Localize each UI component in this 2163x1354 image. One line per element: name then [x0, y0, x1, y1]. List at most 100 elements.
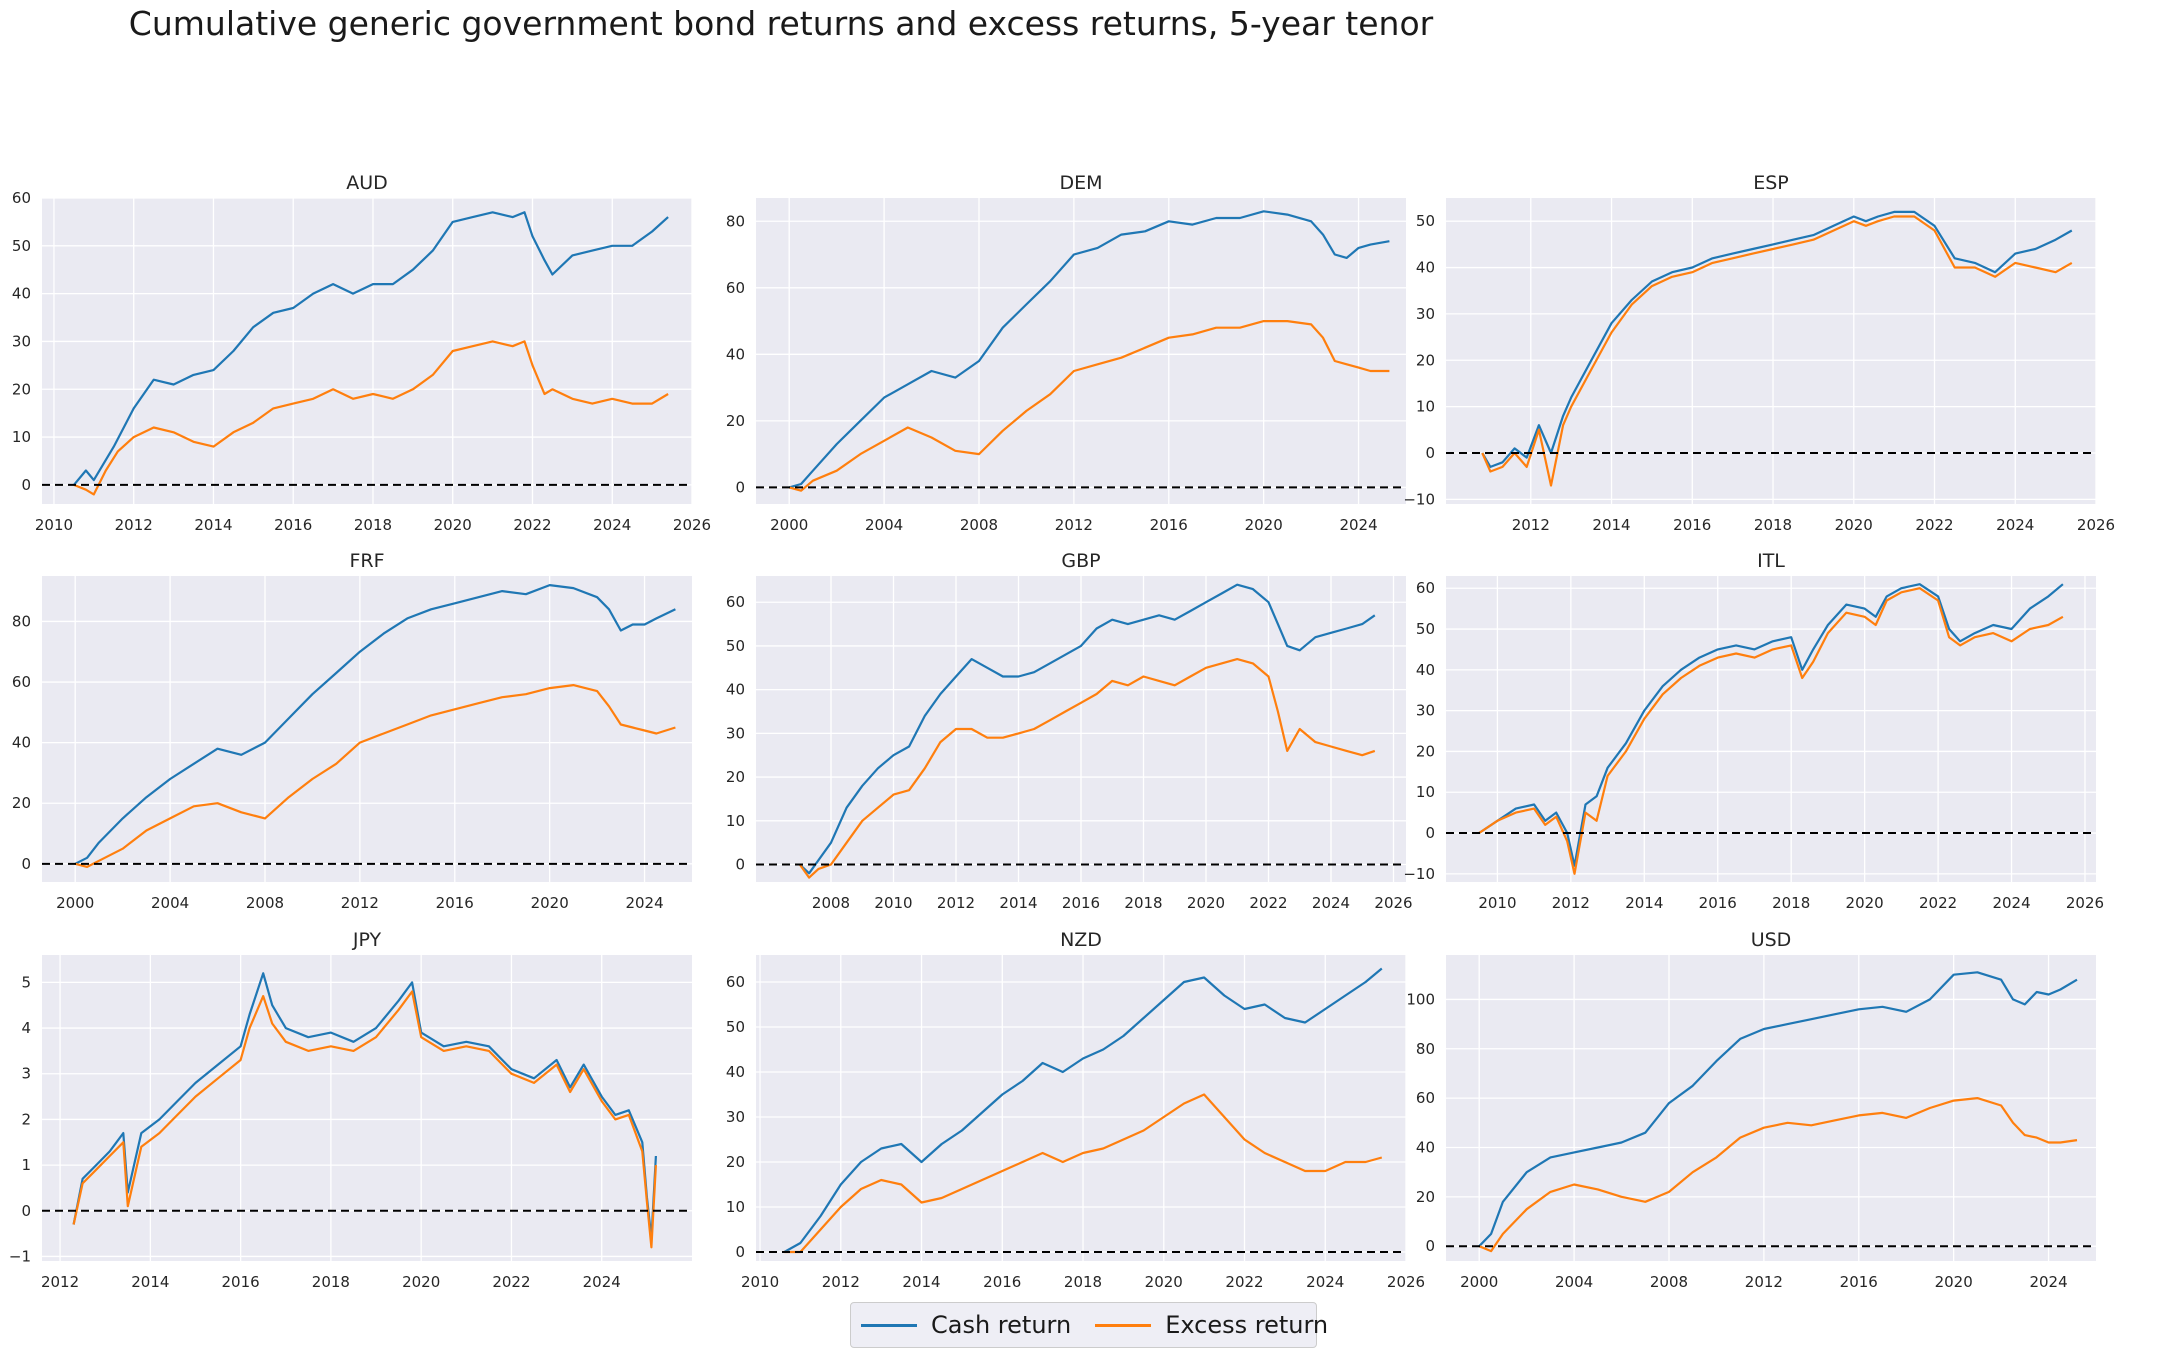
- x-tick-label: 2014: [902, 1273, 940, 1291]
- y-tick-label: 0: [1425, 1237, 1435, 1255]
- y-tick-label: 20: [726, 1153, 745, 1171]
- y-tick-label: 30: [1416, 305, 1435, 323]
- x-tick-label: 2010: [874, 894, 912, 912]
- y-tick-label: 10: [1416, 783, 1435, 801]
- y-tick-label: 20: [726, 768, 745, 786]
- x-tick-label: 2020: [1245, 516, 1283, 534]
- y-tick-label: 30: [726, 724, 745, 742]
- x-tick-label: 2012: [1512, 516, 1550, 534]
- x-tick-label: 2024: [1339, 516, 1377, 534]
- panel-title: GBP: [1061, 550, 1100, 572]
- legend-swatch-excess: [1095, 1323, 1152, 1327]
- x-tick-label: 2012: [341, 894, 379, 912]
- y-tick-label: 1: [21, 1156, 31, 1174]
- x-tick-label: 2020: [1145, 1273, 1183, 1291]
- x-tick-label: 2024: [1312, 894, 1350, 912]
- x-tick-label: 2022: [513, 516, 551, 534]
- y-tick-label: 30: [12, 332, 31, 350]
- x-tick-label: 2004: [151, 894, 189, 912]
- plot-area: [42, 198, 692, 504]
- series-line-cash: [783, 967, 1383, 1253]
- y-tick-label: 60: [726, 973, 745, 991]
- panel-title: AUD: [346, 172, 388, 194]
- y-tick-label: 60: [12, 189, 31, 207]
- x-tick-label: 2012: [115, 516, 153, 534]
- series-line-cash: [72, 972, 657, 1240]
- x-tick-label: 2016: [1150, 516, 1188, 534]
- x-tick-label: 2014: [999, 894, 1037, 912]
- panel-aud: 2010 2012 2014 2016 2018 2020 2022 2024 2026 0 10 2…: [12, 172, 711, 534]
- y-tick-label: 0: [21, 855, 31, 873]
- x-tick-label: 2014: [1625, 894, 1663, 912]
- x-tick-label: 2022: [1915, 516, 1953, 534]
- y-tick-label: 80: [726, 212, 745, 230]
- y-tick-label: 60: [1416, 579, 1435, 597]
- y-tick-label: 60: [12, 673, 31, 691]
- y-tick-label: 40: [726, 1063, 745, 1081]
- y-tick-label: 10: [1416, 398, 1435, 416]
- y-tick-label: 50: [726, 637, 745, 655]
- legend: Cash return Excess return: [850, 1302, 1328, 1348]
- x-tick-label: 2026: [1387, 1273, 1425, 1291]
- x-tick-label: 2026: [2066, 894, 2104, 912]
- y-tick-label: 40: [12, 285, 31, 303]
- x-tick-label: 2012: [1055, 516, 1093, 534]
- y-tick-label: 100: [1406, 990, 1435, 1008]
- y-tick-label: 20: [1416, 1188, 1435, 1206]
- x-tick-label: 2024: [1996, 516, 2034, 534]
- x-tick-label: 2020: [1846, 894, 1884, 912]
- x-tick-label: 2020: [434, 516, 472, 534]
- legend-swatch-cash: [861, 1323, 917, 1327]
- panel-title: DEM: [1059, 172, 1102, 194]
- x-tick-label: 2026: [673, 516, 711, 534]
- x-tick-label: 2012: [1745, 1273, 1783, 1291]
- panel-jpy: 2012 2014 2016 2018 2020 2022 2024 −1 0 1 2 3 4 5 JPY: [9, 929, 692, 1291]
- series-line-excess: [788, 320, 1390, 492]
- y-tick-label: 2: [21, 1110, 31, 1128]
- series-line-excess: [74, 683, 676, 869]
- x-tick-label: 2022: [1919, 894, 1957, 912]
- series-line-cash: [788, 210, 1390, 489]
- y-tick-label: 30: [1416, 702, 1435, 720]
- x-tick-label: 2018: [1124, 894, 1162, 912]
- series-line-excess: [72, 990, 657, 1249]
- series-line-excess: [73, 340, 669, 496]
- y-tick-label: 60: [1416, 1089, 1435, 1107]
- x-tick-label: 2020: [1187, 894, 1225, 912]
- x-tick-label: 2026: [2077, 516, 2115, 534]
- x-tick-label: 2008: [812, 894, 850, 912]
- x-tick-label: 2016: [1699, 894, 1737, 912]
- x-tick-label: 2016: [1673, 516, 1711, 534]
- y-tick-label: 40: [726, 345, 745, 363]
- y-tick-label: 60: [726, 279, 745, 297]
- x-tick-label: 2008: [960, 516, 998, 534]
- panel-usd: 2000 2004 2008 2012 2016 2020 2024 0 20 40 60 80 100…: [1406, 929, 2096, 1291]
- y-tick-label: 10: [726, 1198, 745, 1216]
- y-tick-label: 4: [21, 1019, 31, 1037]
- x-tick-label: 2016: [274, 516, 312, 534]
- y-tick-label: 0: [1425, 824, 1435, 842]
- y-tick-label: 3: [21, 1065, 31, 1083]
- legend-item-cash: Cash return: [861, 1311, 1071, 1339]
- y-tick-label: 20: [726, 412, 745, 430]
- y-tick-label: 40: [1416, 661, 1435, 679]
- y-tick-label: 0: [735, 856, 745, 874]
- x-tick-label: 2016: [222, 1273, 260, 1291]
- x-tick-label: 2000: [1460, 1273, 1498, 1291]
- panel-title: FRF: [349, 550, 384, 572]
- panel-nzd: 2010 2012 2014 2016 2018 2020 2022 2024 2026 0 10 2…: [726, 929, 1425, 1291]
- panel-esp: 2012 2014 2016 2018 2020 2022 2024 2026 −10 0 10 20…: [1403, 172, 2115, 534]
- x-tick-label: 2022: [1225, 1273, 1263, 1291]
- y-tick-label: 80: [1416, 1040, 1435, 1058]
- y-tick-label: −10: [1403, 865, 1435, 883]
- y-tick-label: 50: [726, 1018, 745, 1036]
- y-tick-label: −10: [1403, 490, 1435, 508]
- x-tick-label: 2020: [1835, 516, 1873, 534]
- x-tick-label: 2012: [822, 1273, 860, 1291]
- x-tick-label: 2018: [1064, 1273, 1102, 1291]
- plot-area: [1446, 955, 2096, 1261]
- x-tick-label: 2022: [492, 1273, 530, 1291]
- panel-title: ESP: [1753, 172, 1789, 194]
- x-tick-label: 2008: [1650, 1273, 1688, 1291]
